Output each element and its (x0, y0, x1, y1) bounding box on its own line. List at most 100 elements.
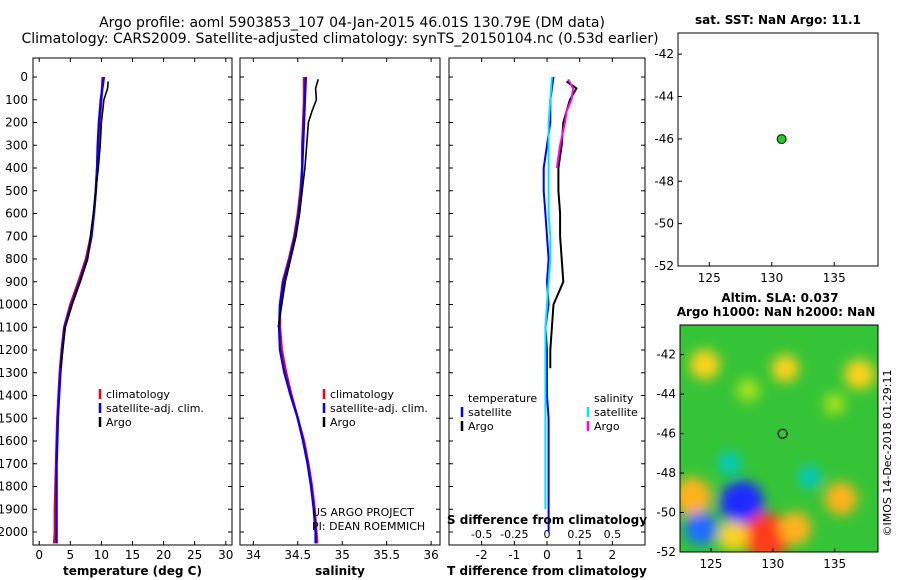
anomaly-blob (718, 451, 741, 475)
y-tick-label: 800 (5, 252, 28, 266)
y-tick-label: 1300 (0, 366, 28, 380)
y-tick-label: 400 (5, 161, 28, 175)
anomaly-blob (684, 511, 718, 545)
map-title-line2: Argo h1000: NaN h2000: NaN (677, 305, 876, 319)
imos-stamp: ©IMOS 14-Dec-2018 01:29:11 (881, 370, 894, 537)
x-tick-label: 10 (94, 548, 109, 562)
panel-temperature: 0 5 10 15 20 25 30 temperature (deg C) climatolo… (32, 57, 233, 578)
legend-entry: climatology (106, 388, 170, 401)
y-tick-label: 300 (5, 138, 28, 152)
y-tick-label: -46 (656, 427, 676, 441)
legend-entry: Argo (106, 416, 132, 429)
x-tick-label: 34.5 (284, 548, 311, 562)
anomaly-blob (771, 354, 799, 383)
y-tick-label: -42 (654, 47, 674, 61)
heatmap-anomalies (680, 349, 875, 552)
y-tick-label: 1100 (0, 320, 28, 334)
plot-frame (239, 57, 441, 546)
x-tick-label: 135 (823, 271, 846, 285)
legend-title-salinity: salinity (594, 392, 634, 405)
map-frame (677, 32, 879, 267)
y-tick-label: 700 (5, 229, 28, 243)
y-tick-label: -52 (654, 259, 674, 273)
anomaly-blob (680, 477, 712, 516)
profile-panels: 0 5 10 15 20 25 30 temperature (deg C) climatolo… (0, 13, 879, 578)
sla-heatmap (680, 325, 878, 552)
panel-difference: -2 -0.5 -1 -0.25 0 0 1 0.25 2 0.5 T difference fro… (447, 57, 647, 578)
x-axis-label-salinity: S difference from climatology (447, 513, 647, 527)
y-tick-label: -50 (654, 217, 674, 231)
x-tick-label: 125 (699, 557, 722, 571)
anomaly-blob (689, 349, 720, 380)
x-tick-label: 5 (66, 548, 74, 562)
y-tick-label: 1700 (0, 457, 28, 471)
x-tick-label: 20 (156, 548, 171, 562)
salinity-tick-label: 0.25 (567, 528, 592, 541)
anomaly-blob (778, 511, 812, 545)
panel-sst-map: sat. SST: NaN Argo: 11.1 125 130 135 -42 -44 -… (654, 13, 879, 285)
x-tick-label: 130 (760, 271, 783, 285)
map-title-line1: Altim. SLA: 0.037 (721, 291, 838, 305)
anomaly-blob (719, 480, 764, 525)
anomaly-blob (824, 482, 858, 516)
y-tick-label: -52 (656, 545, 676, 559)
legend-title-temperature: temperature (468, 392, 537, 405)
series-line-salinity-argo (555, 78, 575, 169)
y-tick-label: 1000 (0, 298, 28, 312)
figure-title-line2: Climatology: CARS2009. Satellite-adjuste… (21, 31, 658, 47)
y-tick-label: 1400 (0, 389, 28, 403)
y-tick-label: 2000 (0, 525, 28, 539)
x-tick-label: 34 (246, 548, 261, 562)
y-tick-label: 0 (20, 70, 28, 84)
y-tick-label: -48 (656, 466, 676, 480)
x-axis-label: temperature (deg C) (63, 564, 202, 578)
anomaly-blob (844, 359, 875, 390)
y-tick-label: 1900 (0, 502, 28, 516)
legend-entry: satellite (594, 406, 638, 419)
x-tick-label: -2 (476, 548, 488, 562)
anomaly-blob (743, 512, 791, 552)
anomaly-blob (823, 393, 846, 415)
y-tick-label: -42 (656, 348, 676, 362)
x-tick-label: 125 (698, 271, 721, 285)
salinity-tick-label: -0.25 (500, 528, 528, 541)
anomaly-blob (736, 378, 760, 402)
y-tick-label: 100 (5, 93, 28, 107)
series-line-temperature-satellite (542, 76, 555, 532)
x-tick-label: 25 (187, 548, 202, 562)
legend-entry: climatology (330, 388, 394, 401)
x-tick-label: 35 (335, 548, 350, 562)
map-title: sat. SST: NaN Argo: 11.1 (695, 13, 861, 27)
y-tick-label: 200 (5, 116, 28, 130)
y-tick-label: 1200 (0, 343, 28, 357)
plot-frame (32, 57, 233, 546)
y-tick-label: 600 (5, 207, 28, 221)
salinity-tick-label: 0 (544, 528, 551, 541)
series-line-argo (277, 79, 319, 328)
x-axis-label: T difference from climatology (447, 564, 647, 578)
legend-entry: satellite-adj. clim. (106, 402, 204, 415)
y-tick-label: 900 (5, 275, 28, 289)
x-tick-label: 15 (125, 548, 140, 562)
y-tick-label: -44 (654, 90, 674, 104)
x-tick-label: 130 (761, 557, 784, 571)
y-tick-label: 500 (5, 184, 28, 198)
x-tick-label: 30 (218, 548, 233, 562)
x-tick-label: 35.5 (373, 548, 400, 562)
x-axis-label: salinity (315, 564, 365, 578)
series-line-argo (60, 81, 109, 369)
anomaly-blob (798, 465, 822, 489)
y-tick-label: -44 (656, 387, 676, 401)
project-credit-line1: US ARGO PROJECT (312, 506, 414, 519)
x-tick-label: -1 (508, 548, 520, 562)
argo-float-marker (776, 134, 787, 145)
x-tick-label: 0 (543, 548, 551, 562)
y-tick-label: 1500 (0, 411, 28, 425)
y-tick-label: -48 (654, 174, 674, 188)
y-tick-label: -46 (654, 132, 674, 146)
legend-entry: Argo (594, 420, 620, 433)
x-tick-label: 0 (35, 548, 43, 562)
argo-float-marker (777, 428, 788, 439)
anomaly-blob (718, 521, 749, 552)
panel-salinity: 34 34.5 35 35.5 36 salinity climatologysatelli… (239, 57, 441, 578)
